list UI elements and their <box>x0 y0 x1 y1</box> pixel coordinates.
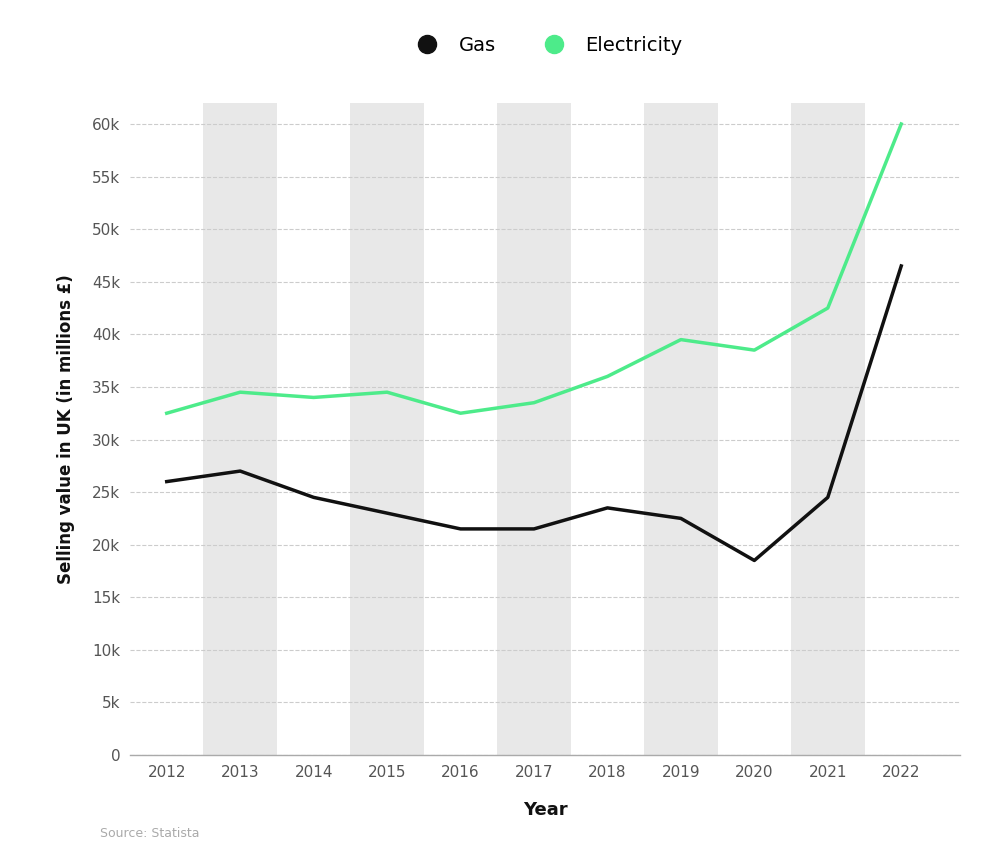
Text: Source: Statista: Source: Statista <box>100 826 200 839</box>
Bar <box>497 103 571 755</box>
Legend: Gas, Electricity: Gas, Electricity <box>400 28 690 63</box>
Bar <box>203 103 277 755</box>
Bar <box>644 103 718 755</box>
Bar <box>350 103 424 755</box>
Y-axis label: Selling value in UK (in millions £): Selling value in UK (in millions £) <box>57 274 75 584</box>
Bar <box>791 103 865 755</box>
X-axis label: Year: Year <box>523 801 567 819</box>
